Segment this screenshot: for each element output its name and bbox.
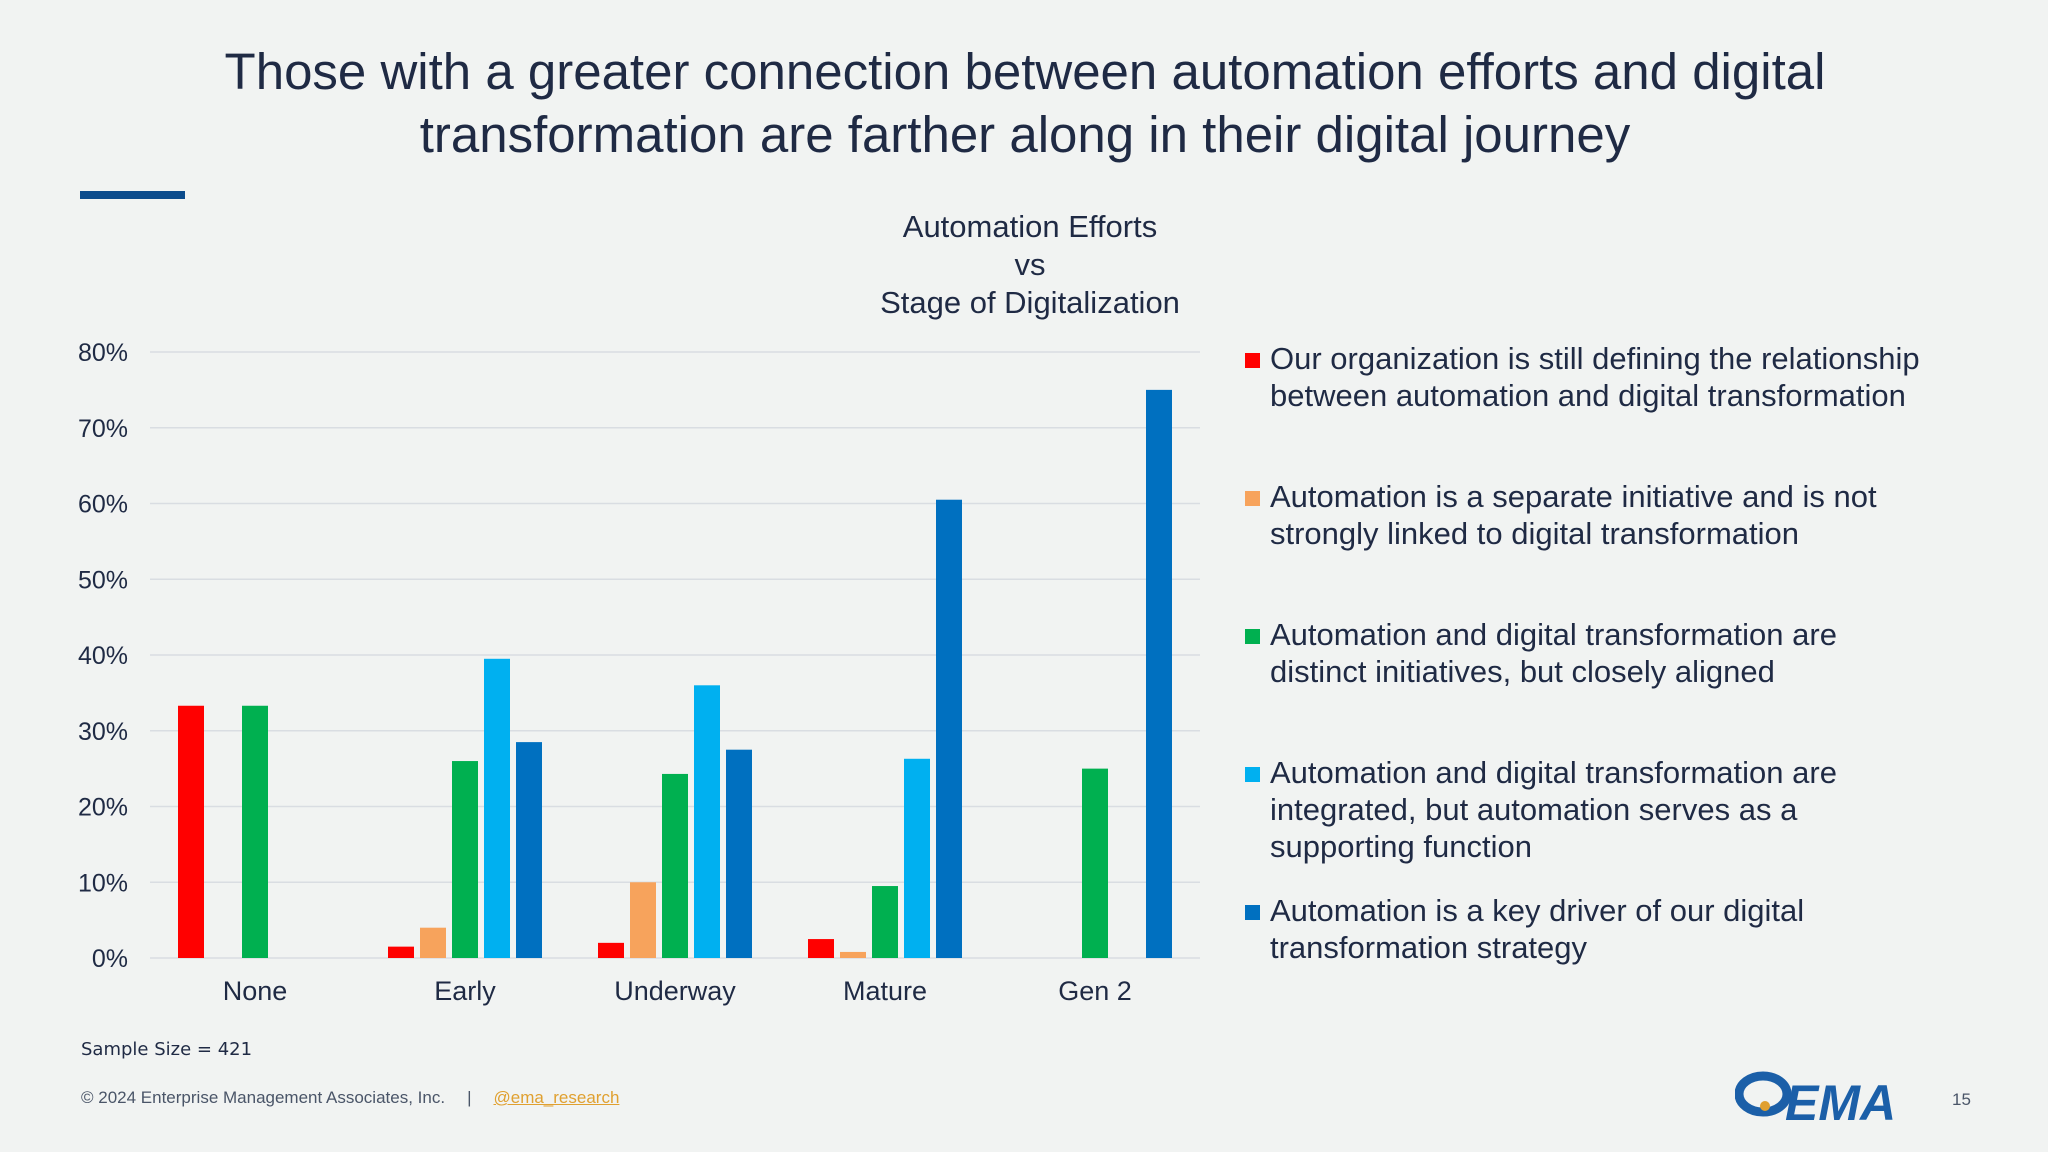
legend-label-line: Automation is a key driver of our digita… [1270,893,1805,928]
bar-underway-series-2 [630,882,656,958]
legend-item-1: Our organization is still defining the r… [1245,340,1965,414]
bar-gen-2-series-5 [1146,389,1172,958]
bar-gen-2-series-3 [1082,768,1108,958]
legend-item-5: Automation is a key driver of our digita… [1245,892,1965,966]
legend-label-line: Automation is a separate initiative and … [1270,479,1877,514]
title-accent-bar [80,191,185,199]
chart-title: Automation Efforts vs Stage of Digitaliz… [760,208,1300,322]
bar-chart: 0% 10% 20% 30% 40% 50% 60% 70% 80% None Early Under… [78,339,1200,1006]
bar-early-series-3 [452,761,478,958]
y-tick-label: 10% [78,869,128,897]
legend-label: Automation and digital transformation ar… [1270,754,1837,865]
bar-mature-series-4 [904,758,930,958]
legend-item-2: Automation is a separate initiative and … [1245,478,1965,552]
slide-title-line-1: Those with a greater connection between … [224,43,1826,100]
legend-label-line: strongly linked to digital transformatio… [1270,516,1799,551]
chart-title-line-3: Stage of Digitalization [880,285,1180,320]
legend-label-line: transformation strategy [1270,930,1588,965]
slide-title: Those with a greater connection between … [130,40,1920,166]
bar-underway-series-3 [662,773,688,958]
bar-early-series-5 [516,742,542,958]
bar-none-series-1 [178,705,204,958]
bar-early-series-1 [388,946,414,958]
legend-label-line: between automation and digital transform… [1270,378,1906,413]
slide-title-line-2: transformation are farther along in thei… [419,106,1631,163]
y-tick-label: 70% [78,415,128,443]
legend-label-line: integrated, but automation serves as a [1270,792,1798,827]
bar-early-series-4 [484,658,510,958]
legend-label: Automation and digital transformation ar… [1270,616,1837,690]
bar-none-series-3 [242,705,268,958]
x-category-label: Early [434,976,496,1006]
ema-logo-dot-icon [1760,1101,1770,1111]
chart-title-line-1: Automation Efforts [902,209,1158,244]
bar-mature-series-2 [840,951,866,958]
bar-underway-series-5 [726,749,752,958]
y-tick-label: 50% [78,566,128,594]
bar-mature-series-3 [872,886,898,958]
legend-label-line: distinct initiatives, but closely aligne… [1270,654,1775,689]
y-tick-label: 40% [78,642,128,670]
bar-underway-series-1 [598,942,624,958]
footer-copyright: © 2024 Enterprise Management Associates,… [81,1088,446,1107]
y-tick-label: 20% [78,794,128,822]
y-tick-label: 30% [78,718,128,746]
chart-title-line-2: vs [1014,247,1046,282]
x-category-label: Mature [843,976,927,1006]
footer: © 2024 Enterprise Management Associates,… [81,1088,619,1108]
legend-swatch [1245,353,1260,368]
legend-swatch [1245,629,1260,644]
legend-label: Our organization is still defining the r… [1270,340,1920,414]
bar-mature-series-5 [936,499,962,958]
x-category-label: Gen 2 [1058,976,1132,1006]
legend-label-line: Our organization is still defining the r… [1270,341,1920,376]
legend-label-line: supporting function [1270,829,1532,864]
y-tick-label: 0% [92,945,128,973]
x-category-label: Underway [614,976,736,1006]
legend-swatch [1245,905,1260,920]
legend-label-line: Automation and digital transformation ar… [1270,755,1837,790]
x-category-label: None [223,976,288,1006]
sample-size-note: Sample Size = 421 [81,1039,253,1060]
ema-logo-text: EMA [1785,1075,1896,1128]
y-tick-label: 60% [78,491,128,519]
legend-label: Automation is a separate initiative and … [1270,478,1877,552]
legend-item-3: Automation and digital transformation ar… [1245,616,1965,690]
legend-label-line: Automation and digital transformation ar… [1270,617,1837,652]
bar-underway-series-4 [694,685,720,958]
footer-twitter-link[interactable]: @ema_research [493,1088,620,1107]
footer-separator: | [467,1088,472,1107]
legend-item-4: Automation and digital transformation ar… [1245,754,1965,865]
bar-early-series-2 [420,927,446,958]
legend-swatch [1245,767,1260,782]
page-number: 15 [1952,1090,1971,1109]
legend-label: Automation is a key driver of our digita… [1270,892,1804,966]
y-tick-label: 80% [78,339,128,367]
bar-mature-series-1 [808,939,834,958]
ema-logo-swoosh-icon [1735,1071,1792,1117]
ema-logo: EMA [1735,1071,1896,1128]
legend-swatch [1245,491,1260,506]
